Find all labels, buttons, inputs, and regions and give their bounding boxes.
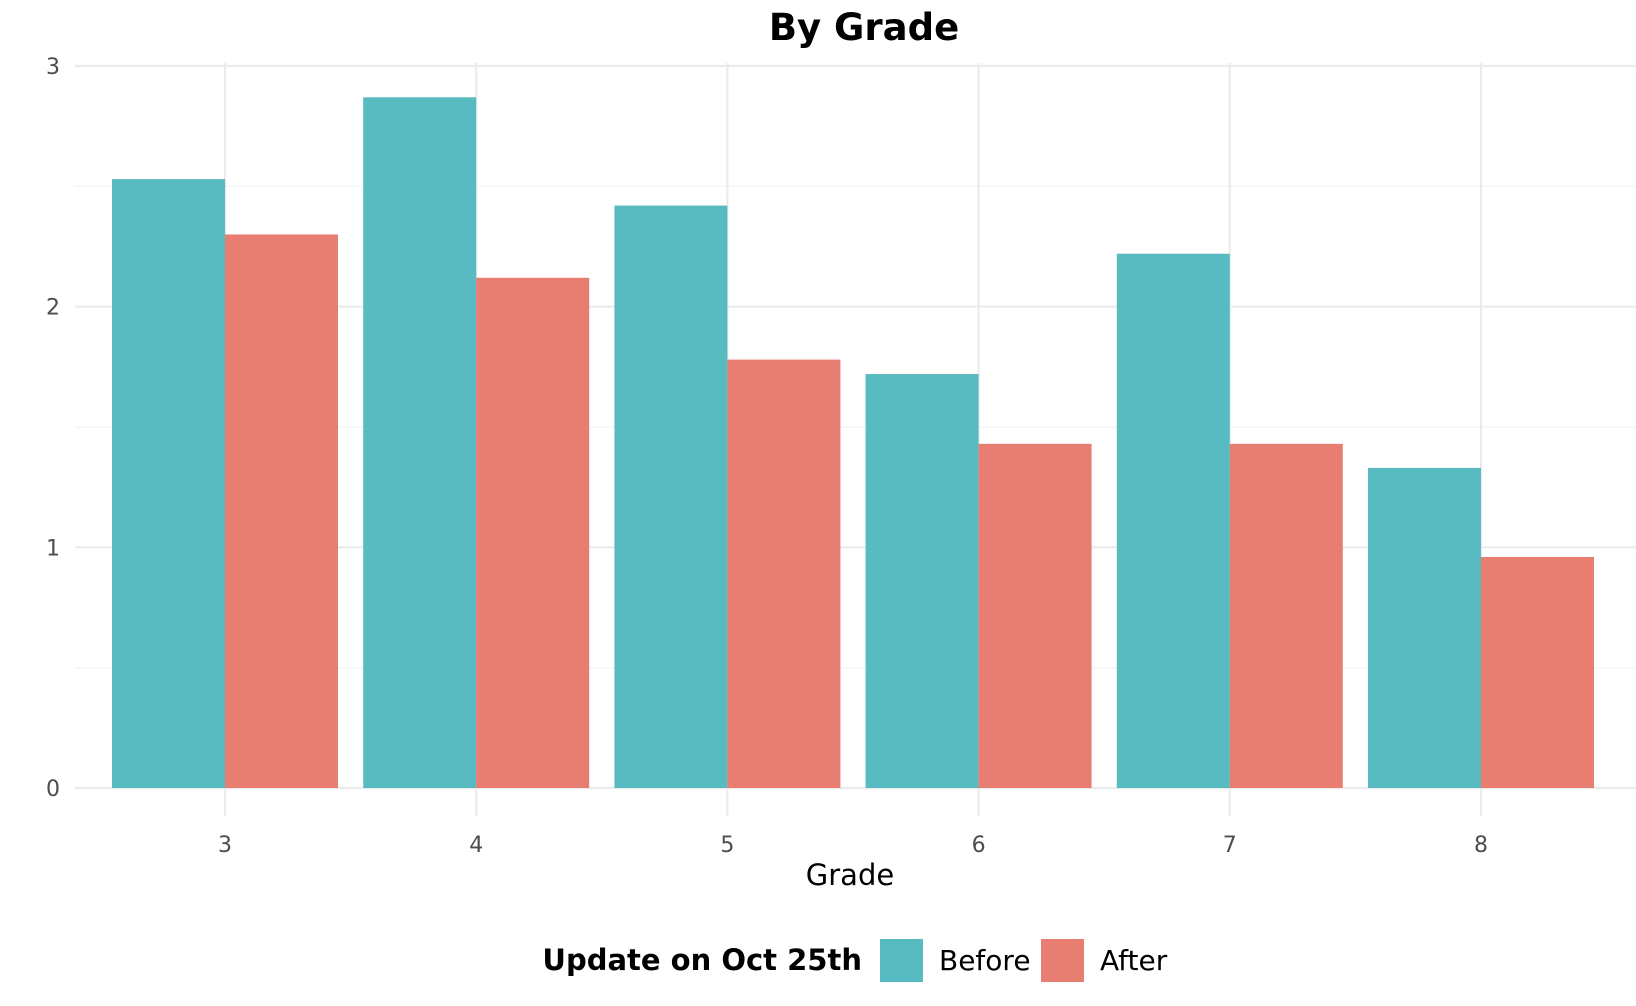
x-tick-label: 5 (720, 833, 734, 858)
x-tick-label: 3 (218, 833, 232, 858)
y-axis-ticks: 0 1 2 3 (46, 55, 60, 802)
bar-after-grade-6 (978, 443, 1092, 788)
y-tick-label: 3 (46, 55, 60, 80)
x-tick-label: 8 (1474, 833, 1488, 858)
bar-before-grade-8 (1368, 467, 1481, 788)
bar-before-grade-5 (614, 205, 728, 788)
legend-label-after: After (1100, 944, 1168, 977)
x-tick-label: 7 (1223, 833, 1237, 858)
bar-before-grade-4 (363, 97, 477, 788)
x-axis-title: Grade (806, 858, 894, 892)
bar-before-grade-3 (112, 179, 225, 788)
bars (112, 97, 1594, 789)
legend-key-before (880, 939, 923, 982)
x-axis-ticks: 3 4 5 6 7 8 (218, 833, 1488, 858)
x-tick-label: 4 (469, 833, 483, 858)
bar-after-grade-8 (1481, 556, 1594, 788)
bar-before-grade-7 (1116, 253, 1230, 789)
legend-key-after (1041, 939, 1084, 982)
x-tick-label: 6 (972, 833, 986, 858)
bar-after-grade-7 (1229, 443, 1343, 788)
bar-before-grade-6 (865, 374, 979, 788)
bar-after-grade-5 (727, 359, 841, 788)
bar-after-grade-4 (476, 277, 590, 788)
legend-label-before: Before (939, 944, 1031, 977)
y-tick-label: 1 (46, 536, 60, 561)
bar-after-grade-3 (225, 234, 338, 788)
y-tick-label: 0 (46, 777, 60, 802)
chart-title: By Grade (769, 6, 959, 49)
y-tick-label: 2 (46, 296, 60, 321)
legend-title: Update on Oct 25th (542, 943, 862, 977)
legend: Update on Oct 25th Before After (542, 939, 1168, 982)
